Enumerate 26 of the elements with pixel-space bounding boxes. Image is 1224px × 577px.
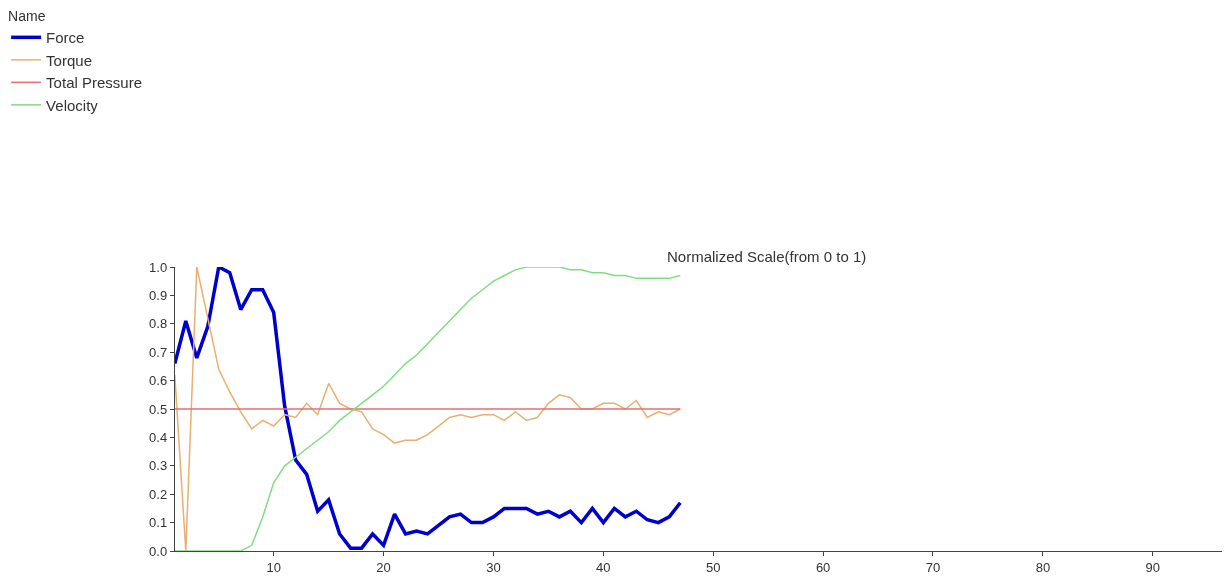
y-tick-label: 0.4 bbox=[149, 429, 168, 445]
x-tick-label: 60 bbox=[815, 559, 831, 575]
y-tick-label: 0.7 bbox=[149, 344, 168, 360]
legend-label: Torque bbox=[46, 51, 92, 69]
legend-title: Name bbox=[8, 8, 46, 25]
legend-label: Force bbox=[46, 29, 85, 47]
y-tick-label: 0.6 bbox=[149, 373, 168, 389]
x-tick-label: 90 bbox=[1145, 559, 1160, 575]
y-tick-label: 0.8 bbox=[149, 316, 168, 332]
x-tick-label: 10 bbox=[266, 559, 281, 575]
x-tick-label: 30 bbox=[486, 559, 501, 575]
chart-title: Normalized Scale(from 0 to 1) bbox=[667, 248, 867, 265]
x-tick-label: 70 bbox=[925, 559, 941, 575]
y-tick-label: 0.0 bbox=[149, 543, 168, 559]
x-tick-label: 40 bbox=[596, 559, 611, 575]
legend-label: Total Pressure bbox=[46, 74, 142, 92]
y-tick-label: 1.0 bbox=[149, 259, 168, 275]
x-tick-label: 50 bbox=[706, 559, 721, 575]
y-tick-label: 0.5 bbox=[149, 401, 168, 417]
x-tick-label: 80 bbox=[1035, 559, 1051, 575]
y-tick-label: 0.9 bbox=[149, 287, 168, 303]
y-tick-label: 0.2 bbox=[149, 486, 168, 502]
x-tick-label: 20 bbox=[376, 559, 391, 575]
legend-label: Velocity bbox=[46, 96, 99, 114]
y-tick-label: 0.1 bbox=[149, 515, 168, 531]
y-tick-label: 0.3 bbox=[149, 458, 168, 474]
